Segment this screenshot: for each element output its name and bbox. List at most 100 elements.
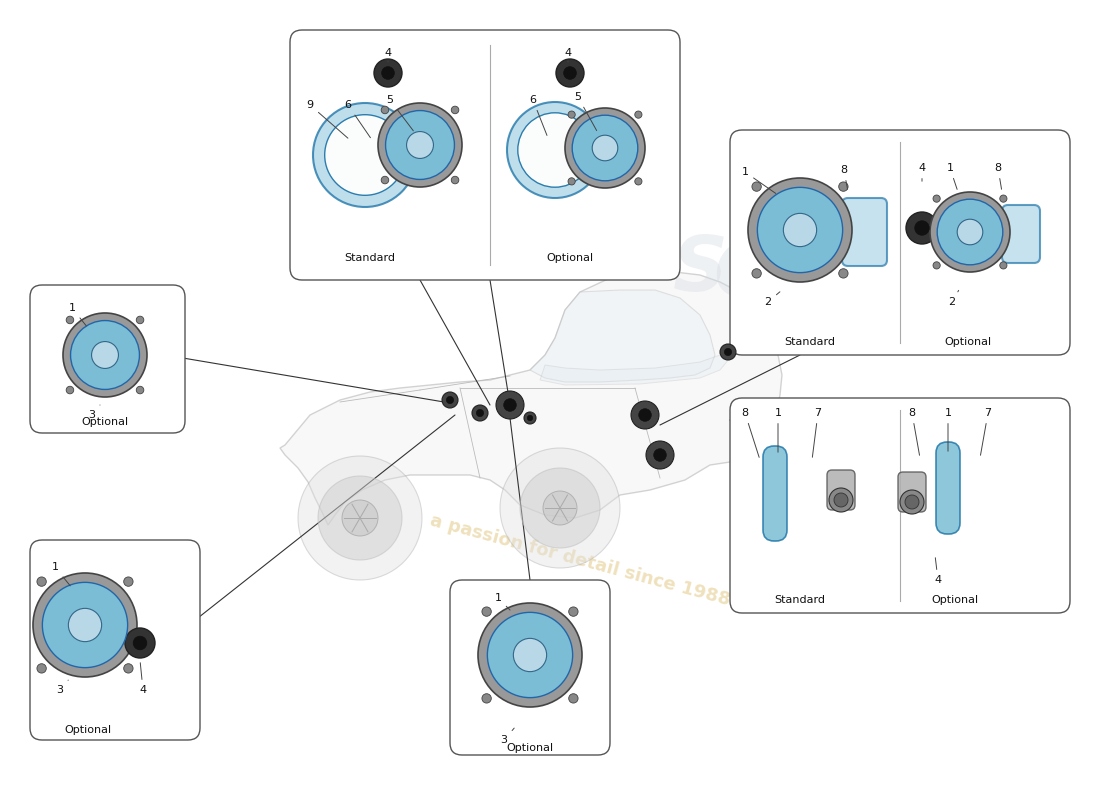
Text: 1: 1 <box>68 303 86 326</box>
Circle shape <box>783 214 816 246</box>
FancyBboxPatch shape <box>730 130 1070 355</box>
Circle shape <box>900 490 924 514</box>
Text: 2: 2 <box>764 292 780 307</box>
Text: 4: 4 <box>934 558 942 585</box>
Circle shape <box>43 582 128 668</box>
Circle shape <box>930 192 1010 272</box>
Ellipse shape <box>518 113 592 187</box>
Text: 3: 3 <box>88 405 100 420</box>
Text: 2: 2 <box>948 290 958 307</box>
FancyBboxPatch shape <box>827 470 855 510</box>
Circle shape <box>407 131 433 158</box>
Text: Standard: Standard <box>344 253 396 263</box>
Circle shape <box>543 491 578 525</box>
Circle shape <box>568 178 575 185</box>
Text: 1: 1 <box>495 593 510 610</box>
Circle shape <box>569 694 579 703</box>
Circle shape <box>1000 195 1006 202</box>
Text: Optional: Optional <box>506 743 553 753</box>
Circle shape <box>447 396 453 403</box>
Circle shape <box>442 392 458 408</box>
Circle shape <box>635 178 642 185</box>
Polygon shape <box>280 272 782 525</box>
FancyBboxPatch shape <box>898 472 926 512</box>
Circle shape <box>298 456 422 580</box>
Circle shape <box>482 694 492 703</box>
FancyBboxPatch shape <box>1002 205 1040 263</box>
FancyBboxPatch shape <box>290 30 680 280</box>
Circle shape <box>957 219 982 245</box>
Circle shape <box>915 221 930 235</box>
Circle shape <box>496 391 524 419</box>
Text: 3: 3 <box>500 728 514 745</box>
Text: Optional: Optional <box>945 337 991 347</box>
FancyBboxPatch shape <box>936 442 960 534</box>
Text: 1: 1 <box>945 408 952 451</box>
Circle shape <box>476 410 484 417</box>
Circle shape <box>37 664 46 673</box>
Circle shape <box>482 607 492 616</box>
Circle shape <box>37 577 46 586</box>
Text: 7: 7 <box>813 408 822 458</box>
Circle shape <box>646 441 674 469</box>
Circle shape <box>838 182 848 191</box>
Text: a passion for detail since 1988: a passion for detail since 1988 <box>428 511 732 609</box>
Circle shape <box>382 66 394 79</box>
Text: 1: 1 <box>52 562 70 586</box>
Circle shape <box>382 106 388 114</box>
Circle shape <box>378 103 462 187</box>
Circle shape <box>374 59 401 87</box>
Circle shape <box>91 342 119 369</box>
Circle shape <box>524 412 536 424</box>
Circle shape <box>136 316 144 324</box>
Circle shape <box>1000 262 1006 269</box>
Circle shape <box>386 110 454 179</box>
FancyBboxPatch shape <box>730 398 1070 613</box>
Circle shape <box>451 176 459 184</box>
Text: 6: 6 <box>344 100 371 138</box>
Circle shape <box>937 199 1003 265</box>
Text: S: S <box>672 233 727 307</box>
Circle shape <box>63 313 147 397</box>
Text: 4: 4 <box>140 662 146 695</box>
Circle shape <box>752 182 761 191</box>
Text: Optional: Optional <box>932 595 979 605</box>
Circle shape <box>720 344 736 360</box>
Circle shape <box>838 269 848 278</box>
Text: 3: 3 <box>56 680 68 695</box>
Circle shape <box>451 106 459 114</box>
Circle shape <box>70 321 140 390</box>
Circle shape <box>472 405 488 421</box>
Circle shape <box>527 415 532 421</box>
Text: 4: 4 <box>918 163 925 182</box>
Circle shape <box>68 608 101 642</box>
Text: 4: 4 <box>384 48 392 62</box>
Circle shape <box>748 178 852 282</box>
Circle shape <box>933 262 940 269</box>
Circle shape <box>829 488 852 512</box>
FancyBboxPatch shape <box>842 198 887 266</box>
Circle shape <box>568 111 575 118</box>
Circle shape <box>569 607 579 616</box>
Text: 8: 8 <box>840 165 848 190</box>
Circle shape <box>487 612 573 698</box>
Circle shape <box>834 493 848 507</box>
Circle shape <box>725 349 732 355</box>
Circle shape <box>66 316 74 324</box>
Text: 5: 5 <box>574 92 596 130</box>
Text: Optional: Optional <box>547 253 594 263</box>
Ellipse shape <box>314 103 417 207</box>
Circle shape <box>520 468 600 548</box>
Polygon shape <box>530 290 715 382</box>
Circle shape <box>136 386 144 394</box>
Circle shape <box>318 476 402 560</box>
Text: 5: 5 <box>386 95 414 130</box>
Circle shape <box>123 664 133 673</box>
Circle shape <box>592 135 618 161</box>
Circle shape <box>514 638 547 672</box>
Circle shape <box>639 409 651 422</box>
Polygon shape <box>540 348 730 385</box>
Text: 6: 6 <box>529 95 547 135</box>
Circle shape <box>382 176 388 184</box>
Text: S: S <box>764 251 815 318</box>
